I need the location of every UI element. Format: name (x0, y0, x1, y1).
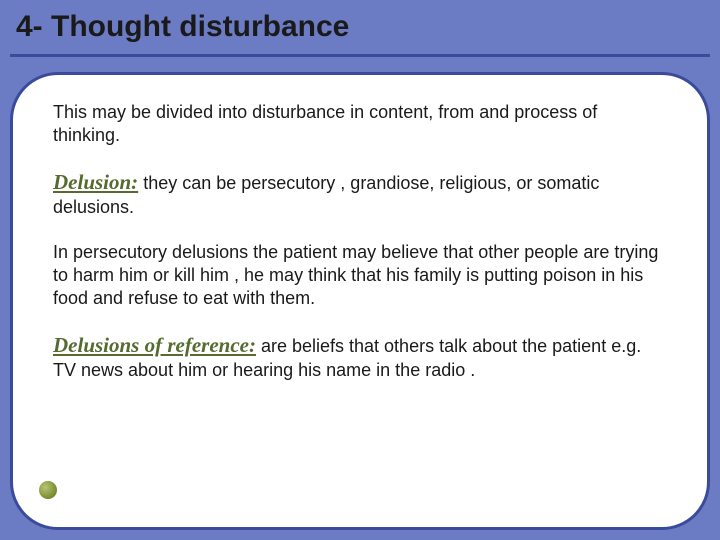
content-card: This may be divided into disturbance in … (10, 72, 710, 530)
paragraph-delusion: Delusion: they can be persecutory , gran… (53, 169, 667, 219)
paragraph-reference: Delusions of reference: are beliefs that… (53, 332, 667, 382)
term-reference: Delusions of reference: (53, 333, 256, 357)
title-underline (10, 54, 710, 57)
paragraph-persecutory: In persecutory delusions the patient may… (53, 241, 667, 310)
term-delusion: Delusion: (53, 170, 138, 194)
paragraph-intro: This may be divided into disturbance in … (53, 101, 667, 147)
slide-title: 4- Thought disturbance (16, 10, 349, 44)
bullet-icon (39, 481, 57, 499)
